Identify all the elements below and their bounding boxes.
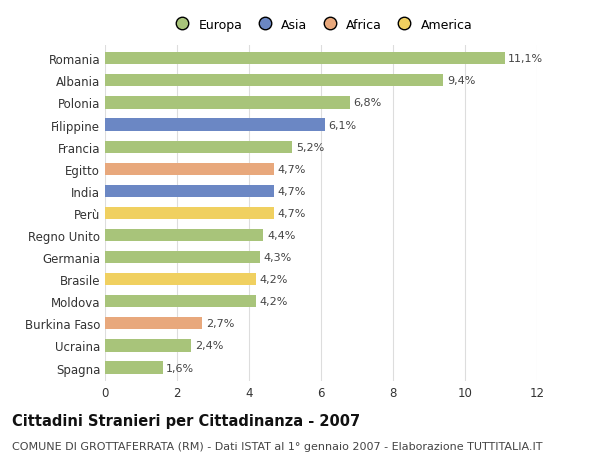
Bar <box>105 53 505 65</box>
Bar <box>105 97 350 109</box>
Text: 4,3%: 4,3% <box>263 252 292 263</box>
Text: 4,2%: 4,2% <box>260 297 288 307</box>
Text: 4,7%: 4,7% <box>278 164 306 174</box>
Text: 2,7%: 2,7% <box>206 319 234 329</box>
Bar <box>105 340 191 352</box>
Bar <box>105 207 274 219</box>
Legend: Europa, Asia, Africa, America: Europa, Asia, Africa, America <box>170 19 472 32</box>
Text: 2,4%: 2,4% <box>195 341 223 351</box>
Text: 1,6%: 1,6% <box>166 363 194 373</box>
Text: 4,7%: 4,7% <box>278 208 306 218</box>
Text: 6,8%: 6,8% <box>353 98 382 108</box>
Bar <box>105 119 325 131</box>
Text: 4,2%: 4,2% <box>260 274 288 285</box>
Text: COMUNE DI GROTTAFERRATA (RM) - Dati ISTAT al 1° gennaio 2007 - Elaborazione TUTT: COMUNE DI GROTTAFERRATA (RM) - Dati ISTA… <box>12 441 542 451</box>
Bar <box>105 274 256 285</box>
Bar <box>105 75 443 87</box>
Bar <box>105 362 163 374</box>
Bar <box>105 230 263 241</box>
Bar <box>105 296 256 308</box>
Bar <box>105 252 260 263</box>
Text: 9,4%: 9,4% <box>447 76 475 86</box>
Text: Cittadini Stranieri per Cittadinanza - 2007: Cittadini Stranieri per Cittadinanza - 2… <box>12 413 360 428</box>
Text: 4,4%: 4,4% <box>267 230 295 241</box>
Text: 4,7%: 4,7% <box>278 186 306 196</box>
Bar <box>105 318 202 330</box>
Bar <box>105 185 274 197</box>
Bar <box>105 141 292 153</box>
Text: 11,1%: 11,1% <box>508 54 544 64</box>
Text: 5,2%: 5,2% <box>296 142 324 152</box>
Text: 6,1%: 6,1% <box>328 120 356 130</box>
Bar <box>105 163 274 175</box>
